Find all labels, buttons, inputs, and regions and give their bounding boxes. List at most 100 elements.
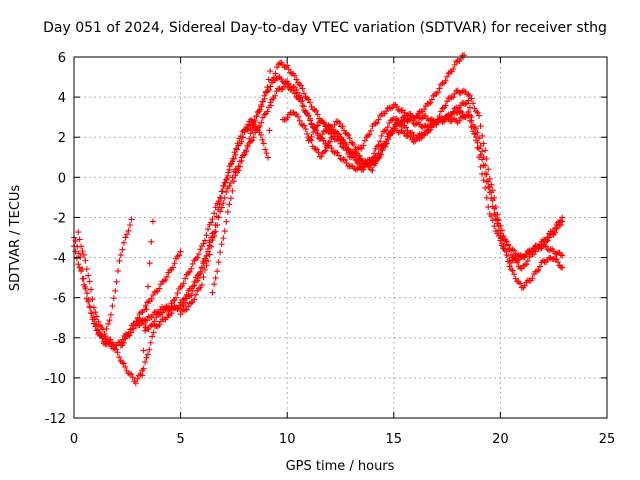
data-point [115, 267, 122, 274]
data-point [197, 246, 204, 253]
data-point [116, 354, 123, 361]
data-point [265, 104, 272, 111]
data-point [245, 121, 252, 128]
data-point [177, 311, 184, 318]
data-point [194, 254, 201, 261]
data-point [517, 280, 524, 287]
data-point [328, 134, 335, 141]
data-point [120, 339, 127, 346]
data-point [450, 66, 457, 73]
data-point [267, 68, 274, 75]
data-point [123, 231, 130, 238]
data-point [261, 92, 268, 99]
data-point [501, 246, 508, 253]
data-point [75, 261, 82, 268]
data-point [557, 218, 564, 225]
data-point [511, 271, 518, 278]
data-point [220, 183, 227, 190]
data-point [243, 147, 250, 154]
data-point [233, 145, 240, 152]
data-point [553, 256, 560, 263]
data-point [305, 96, 312, 103]
data-point [145, 283, 152, 290]
data-point [356, 152, 363, 159]
data-point [182, 275, 189, 282]
data-point [345, 131, 352, 138]
data-point [201, 266, 208, 273]
data-point [188, 265, 195, 272]
data-point [132, 380, 139, 387]
data-point [203, 232, 210, 239]
data-point [308, 120, 315, 127]
data-point [224, 208, 231, 215]
data-point [120, 360, 127, 367]
data-point [477, 142, 484, 149]
data-point [331, 121, 338, 128]
data-point [339, 123, 346, 130]
data-point [211, 210, 218, 217]
data-point [480, 140, 487, 147]
data-point [205, 248, 212, 255]
data-point [232, 151, 239, 158]
data-point [235, 167, 242, 174]
data-point [215, 198, 222, 205]
data-point [553, 251, 560, 258]
data-point [221, 228, 228, 235]
data-point [212, 228, 219, 235]
data-point [173, 294, 180, 301]
data-point [291, 72, 298, 79]
data-point [105, 320, 112, 327]
data-point [200, 274, 207, 281]
x-axis-ticks: 0 5 10 15 20 25 [70, 57, 615, 447]
data-point [485, 166, 492, 173]
y-axis-ticks: -12 -10 -8 -6 -4 -2 0 2 4 6 [45, 51, 607, 427]
data-point [529, 275, 536, 282]
data-point [203, 262, 210, 269]
data-point [293, 76, 300, 83]
data-point [465, 97, 472, 104]
data-point [343, 130, 350, 137]
x-tick-label: 20 [492, 432, 509, 447]
data-point [252, 129, 259, 136]
data-point [141, 321, 148, 328]
y-tick-label: 2 [58, 131, 66, 146]
y-tick-label: -12 [45, 412, 66, 427]
data-point [79, 275, 86, 282]
data-point [489, 217, 496, 224]
data-point [342, 140, 349, 147]
data-point [106, 317, 113, 324]
data-point [307, 115, 314, 122]
data-point [265, 154, 272, 161]
data-point [434, 89, 441, 96]
data-point [242, 126, 249, 133]
data-point [150, 329, 157, 336]
data-point [183, 291, 190, 298]
data-point [320, 137, 327, 144]
data-point [377, 138, 384, 145]
data-point [544, 234, 551, 241]
data-point [113, 346, 120, 353]
data-point [466, 104, 473, 111]
y-tick-label: -8 [53, 332, 66, 347]
data-point [471, 130, 478, 137]
x-tick-label: 5 [176, 432, 184, 447]
data-point [367, 127, 374, 134]
data-point [468, 117, 475, 124]
y-tick-label: 0 [58, 171, 66, 186]
data-point [219, 188, 226, 195]
data-point [321, 148, 328, 155]
data-point [407, 133, 414, 140]
data-point [76, 236, 83, 243]
data-point [491, 205, 498, 212]
data-point [156, 285, 163, 292]
data-point [220, 200, 227, 207]
data-point [209, 289, 216, 296]
data-point [192, 291, 199, 298]
data-point [125, 227, 132, 234]
data-point [514, 259, 521, 266]
data-point [474, 139, 481, 146]
data-point [557, 251, 564, 258]
data-point [489, 197, 496, 204]
data-point [302, 126, 309, 133]
data-point [258, 103, 265, 110]
